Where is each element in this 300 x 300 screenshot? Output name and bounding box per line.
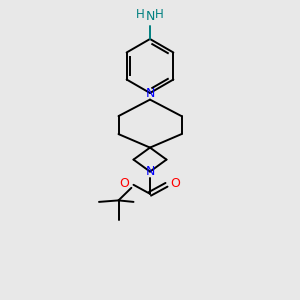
Text: N: N	[145, 165, 155, 178]
Text: O: O	[119, 177, 129, 190]
Text: N: N	[145, 10, 155, 22]
Text: O: O	[171, 177, 181, 190]
Text: H: H	[136, 8, 145, 21]
Text: H: H	[155, 8, 164, 21]
Text: N: N	[145, 86, 155, 100]
